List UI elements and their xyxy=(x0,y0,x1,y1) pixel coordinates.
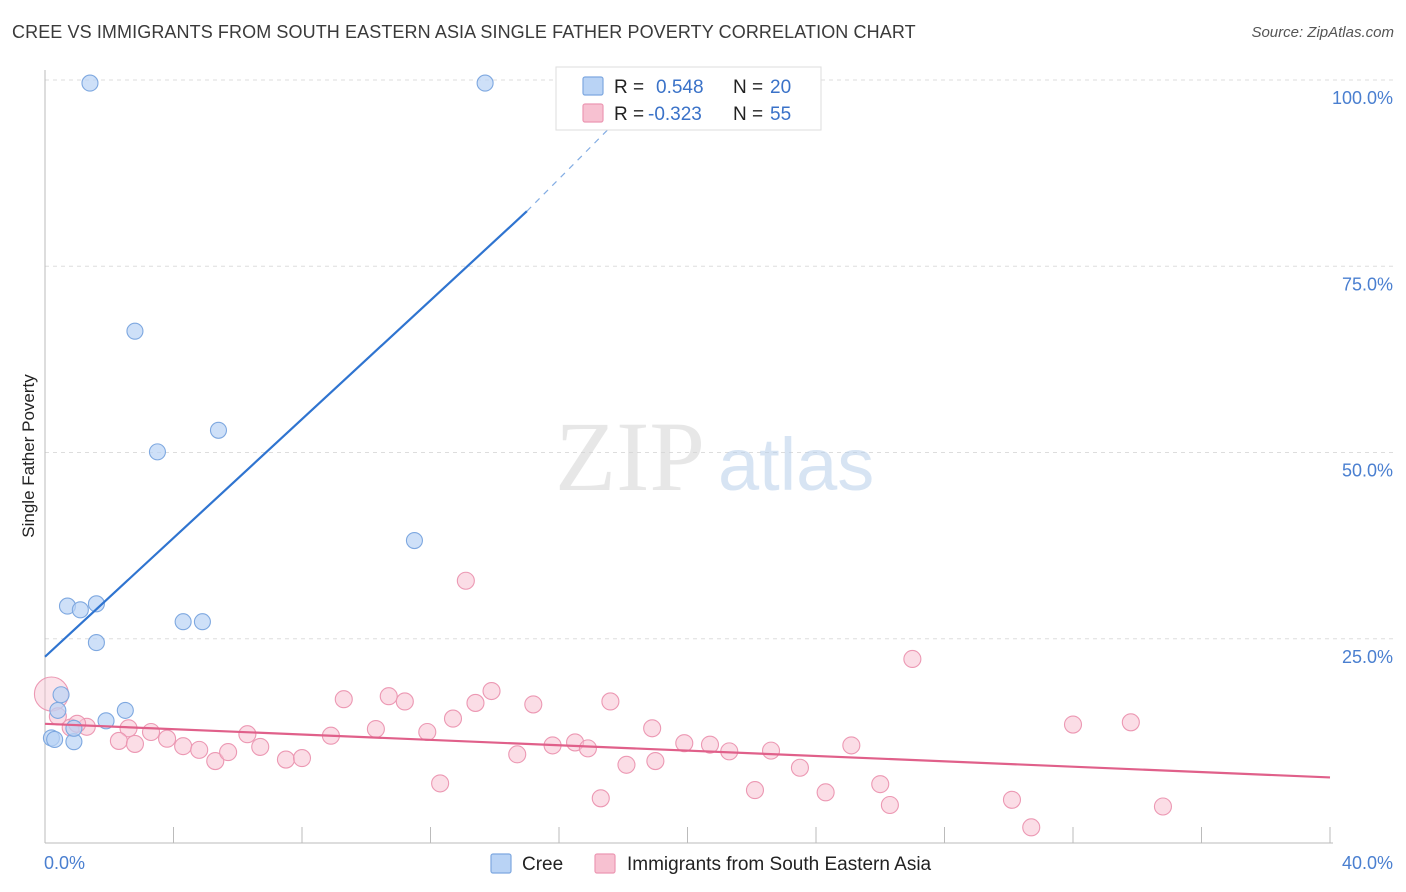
x-ticks xyxy=(44,827,1331,843)
cree-points xyxy=(42,74,494,751)
cree-point-19 xyxy=(65,719,83,737)
legend-n-label-sea: N = xyxy=(733,104,763,125)
sea-point-19 xyxy=(379,687,398,706)
cree-point-8 xyxy=(87,595,105,613)
sea-points xyxy=(33,571,1172,837)
sea-point-41 xyxy=(761,741,781,760)
sea-trend-line xyxy=(44,722,1331,779)
sea-point-47 xyxy=(903,649,922,669)
bottom-legend-swatch-cree xyxy=(490,853,512,874)
sea-point-23 xyxy=(443,709,463,728)
sea-point-17 xyxy=(334,690,353,709)
cree-point-12 xyxy=(52,686,70,704)
cree-point-1 xyxy=(476,74,494,92)
cree-point-9 xyxy=(174,613,192,631)
y-tick-label-100: 100.0% xyxy=(1332,88,1393,108)
cree-trend-line xyxy=(44,210,528,658)
cree-point-5 xyxy=(405,531,423,550)
sea-point-31 xyxy=(578,739,597,758)
sea-point-37 xyxy=(675,734,694,753)
sea-point-14 xyxy=(276,750,295,769)
sea-point-52 xyxy=(1153,797,1172,816)
sea-point-38 xyxy=(700,735,720,754)
legend-swatch-sea xyxy=(582,103,604,123)
y-tick-label-25: 25.0% xyxy=(1342,647,1393,667)
sea-point-46 xyxy=(880,795,899,815)
chart-title: CREE VS IMMIGRANTS FROM SOUTH EASTERN AS… xyxy=(12,22,916,42)
sea-point-6 xyxy=(141,722,161,742)
sea-point-9 xyxy=(190,740,209,759)
cree-point-3 xyxy=(209,421,228,439)
sea-point-32 xyxy=(591,789,610,808)
y-tick-label-75: 75.0% xyxy=(1342,274,1393,294)
sea-point-8 xyxy=(174,737,193,756)
legend-r-label-cree: R = xyxy=(614,77,644,98)
correlation-legend: R = 0.548 N = 20 R = -0.323 N = 55 xyxy=(555,66,822,131)
sea-point-20 xyxy=(395,692,414,711)
sea-point-22 xyxy=(431,774,450,793)
sea-point-44 xyxy=(842,736,861,755)
cree-point-4 xyxy=(148,443,166,461)
sea-point-27 xyxy=(508,745,527,764)
cree-point-10 xyxy=(193,613,211,631)
sea-point-33 xyxy=(601,692,620,711)
sea-point-42 xyxy=(790,758,809,777)
x-tick-label-max: 40.0% xyxy=(1342,853,1393,873)
legend-n-value-sea: 55 xyxy=(770,104,791,125)
sea-point-45 xyxy=(871,775,890,794)
sea-point-21 xyxy=(418,722,437,742)
sea-point-34 xyxy=(617,755,636,774)
watermark-zip: ZIP xyxy=(555,401,705,512)
chart-source: Source: ZipAtlas.com xyxy=(1251,24,1394,41)
cree-point-7 xyxy=(71,601,89,619)
sea-point-25 xyxy=(466,693,485,712)
sea-point-51 xyxy=(1121,713,1140,732)
sea-point-7 xyxy=(158,729,177,748)
legend-n-label-cree: N = xyxy=(733,77,763,98)
bottom-legend-label-sea: Immigrants from South Eastern Asia xyxy=(627,854,932,875)
cree-point-2 xyxy=(126,322,144,340)
sea-point-24 xyxy=(456,571,475,590)
sea-point-36 xyxy=(646,751,665,771)
y-tick-labels: 100.0% 75.0% 50.0% 25.0% xyxy=(1332,88,1393,667)
sea-point-4 xyxy=(109,731,128,750)
sea-point-50 xyxy=(1063,715,1083,734)
bottom-legend-swatch-sea xyxy=(594,853,616,874)
sea-point-35 xyxy=(643,719,662,738)
sea-point-5 xyxy=(125,734,144,753)
sea-point-13 xyxy=(251,737,270,756)
y-axis-label: Single Father Poverty xyxy=(19,374,38,538)
sea-point-18 xyxy=(366,719,385,739)
legend-n-value-cree: 20 xyxy=(770,77,791,98)
sea-point-15 xyxy=(292,749,312,768)
sea-point-12 xyxy=(238,725,257,744)
legend-r-value-sea: -0.323 xyxy=(648,104,702,125)
cree-point-14 xyxy=(116,701,134,719)
y-tick-label-50: 50.0% xyxy=(1342,461,1393,481)
sea-point-11 xyxy=(219,743,238,762)
cree-point-17 xyxy=(46,730,64,748)
cree-point-15 xyxy=(97,712,115,730)
sea-point-49 xyxy=(1022,818,1041,837)
cree-point-11 xyxy=(87,634,105,652)
sea-point-26 xyxy=(482,681,501,701)
legend-r-value-cree: 0.548 xyxy=(656,77,704,98)
cree-point-13 xyxy=(49,701,67,719)
sea-point-48 xyxy=(1002,790,1022,809)
sea-point-10 xyxy=(206,751,225,771)
gridlines xyxy=(45,79,1393,640)
axes xyxy=(44,70,1333,844)
cree-point-0 xyxy=(81,74,99,92)
x-tick-label-min: 0.0% xyxy=(44,853,85,873)
sea-point-28 xyxy=(524,695,543,714)
legend-r-label-sea: R = xyxy=(614,104,644,125)
series-legend: Cree Immigrants from South Eastern Asia xyxy=(490,853,932,875)
sea-point-43 xyxy=(816,783,835,802)
sea-point-40 xyxy=(745,781,765,800)
legend-swatch-cree xyxy=(582,76,604,96)
watermark-atlas: atlas xyxy=(718,423,874,506)
bottom-legend-label-cree: Cree xyxy=(522,854,563,875)
